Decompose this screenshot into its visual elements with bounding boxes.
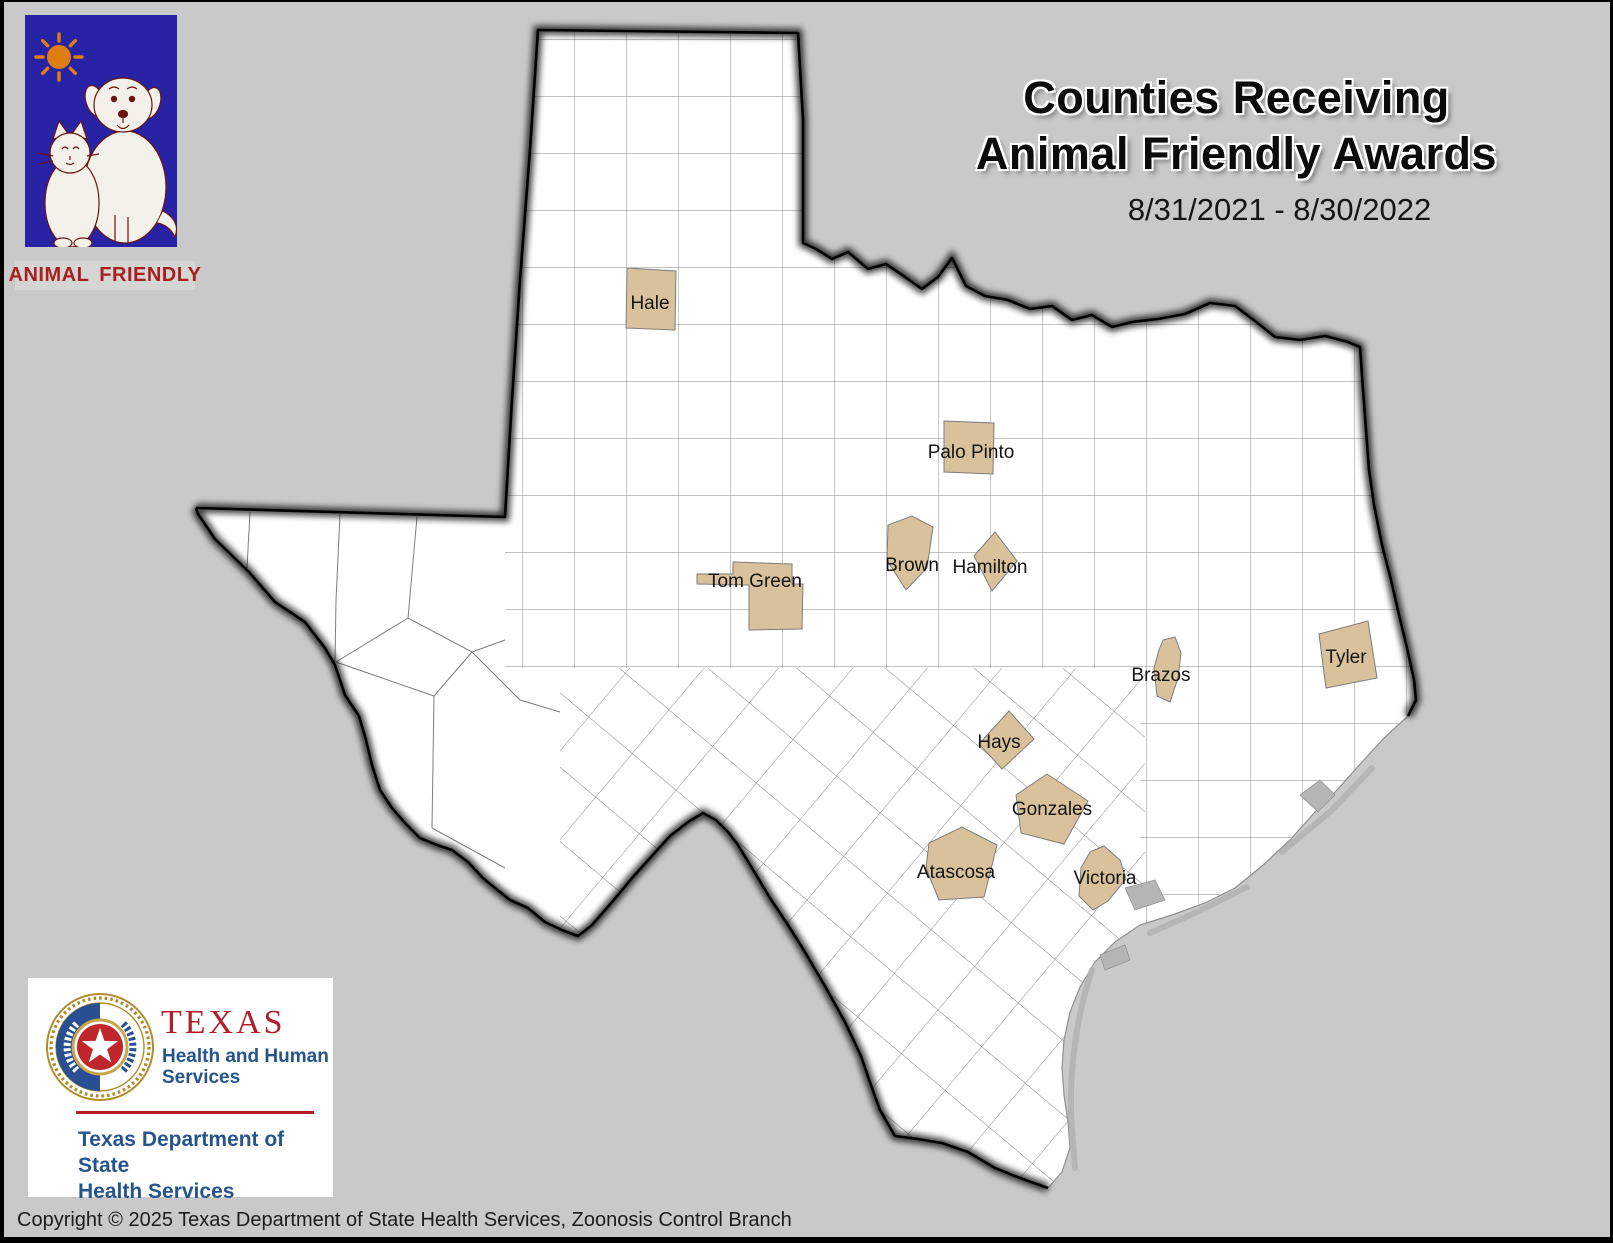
animal-word: ANIMAL xyxy=(8,264,90,286)
page-title-line1: Counties Receiving xyxy=(1023,72,1450,123)
frame-edge-top xyxy=(0,0,1613,2)
hhs-state-name: TEXAS xyxy=(161,1004,286,1041)
county-label-brown: Brown xyxy=(885,555,939,576)
county-brazos xyxy=(1153,636,1182,703)
hhs-agency-line1: Health and Human xyxy=(162,1046,329,1067)
dshs-logo-box: TEXAS Health and Human Services Texas De… xyxy=(28,978,333,1203)
county-brown xyxy=(886,515,934,591)
county-label-palo-pinto: Palo Pinto xyxy=(928,442,1015,463)
hhs-agency-name: Health and Human Services xyxy=(162,1046,329,1088)
state-border xyxy=(194,28,1418,1190)
county-grid-south xyxy=(560,668,1145,1188)
dshs-name: Texas Department of State Health Service… xyxy=(78,1127,333,1205)
county-tyler xyxy=(1318,620,1378,689)
texas-hhs-seal xyxy=(46,993,154,1101)
date-range: 8/31/2021 - 8/30/2022 xyxy=(1127,192,1432,227)
county-tom-green xyxy=(696,561,804,631)
cat-icon xyxy=(37,119,100,247)
animal-friendly-picture xyxy=(25,15,177,247)
county-label-hale: Hale xyxy=(630,293,669,314)
county-labels: Hale Palo Pinto Brown Hamilton Tom Green… xyxy=(630,293,1367,889)
sun-icon xyxy=(34,32,84,82)
animal-friendly-wordmark: ANIMAL FRIENDLY xyxy=(9,261,201,290)
county-label-hamilton: Hamilton xyxy=(953,557,1028,578)
county-label-hays: Hays xyxy=(977,732,1020,753)
copyright-text: Copyright © 2025 Texas Department of Sta… xyxy=(17,1209,792,1231)
county-label-victoria: Victoria xyxy=(1073,868,1136,889)
logo-divider xyxy=(76,1111,314,1114)
dog-icon xyxy=(83,77,177,244)
title-block: Counties Receiving Animal Friendly Award… xyxy=(953,70,1520,228)
county-grid-east xyxy=(1140,668,1416,948)
dshs-name-line2: Health Services xyxy=(78,1180,235,1203)
county-label-gonzales: Gonzales xyxy=(1012,799,1092,820)
county-label-brazos: Brazos xyxy=(1131,665,1190,686)
county-label-atascosa: Atascosa xyxy=(917,862,996,883)
frame-edge-left xyxy=(0,0,4,1243)
hhs-agency-line2: Services xyxy=(162,1067,241,1088)
county-victoria xyxy=(1078,845,1127,911)
page-title-line2: Animal Friendly Awards xyxy=(975,128,1498,179)
dshs-name-line1: Texas Department of State xyxy=(78,1128,285,1177)
county-label-tyler: Tyler xyxy=(1325,647,1367,668)
county-hale xyxy=(625,267,677,331)
county-label-tom-green: Tom Green xyxy=(708,571,802,592)
county-palo-pinto xyxy=(943,420,995,475)
friendly-word: FRIENDLY xyxy=(99,264,202,286)
animal-friendly-logo xyxy=(25,15,177,247)
county-hays xyxy=(978,710,1035,770)
west-texas-county-lines xyxy=(246,511,561,869)
county-hamilton xyxy=(973,531,1018,592)
county-gonzales xyxy=(1015,773,1089,845)
frame-edge-bottom xyxy=(0,1237,1613,1243)
coastal-waters xyxy=(1067,765,1375,1171)
award-counties xyxy=(625,267,1378,911)
frame-edge-right xyxy=(1610,0,1613,1243)
county-atascosa xyxy=(925,826,998,901)
